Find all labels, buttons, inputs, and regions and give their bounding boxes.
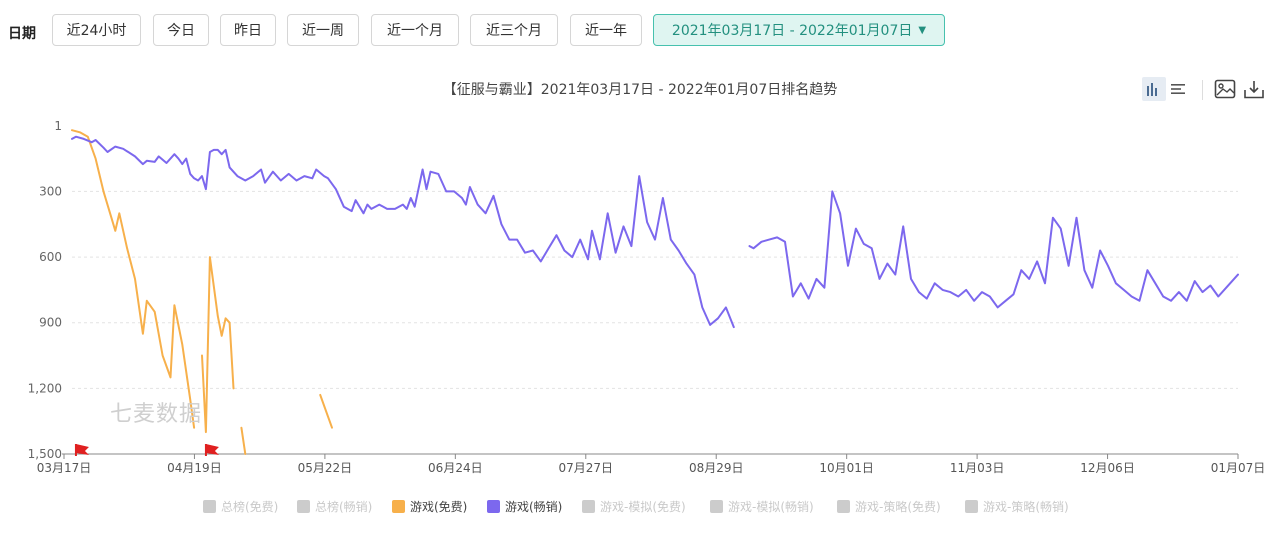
legend-swatch <box>965 500 978 513</box>
legend-swatch <box>837 500 850 513</box>
legend-label: 总榜(畅销) <box>315 500 373 514</box>
filter-last-3-months-button[interactable]: 近三个月 <box>470 14 558 46</box>
series-line <box>319 393 333 429</box>
chart-title: 【征服与霸业】2021年03月17日 - 2022年01月07日排名趋势 <box>442 82 838 98</box>
series-line <box>748 190 1239 309</box>
legend-label: 游戏(免费) <box>410 500 468 514</box>
filter-last-year-button[interactable]: 近一年 <box>570 14 642 46</box>
list-icon[interactable] <box>1166 77 1190 101</box>
flag-marker-icon <box>74 444 89 456</box>
x-tick-label: 03月17日 <box>37 461 92 475</box>
event-markers <box>74 444 219 456</box>
download-icon[interactable] <box>1242 77 1266 101</box>
legend-item[interactable]: 总榜(畅销) <box>297 498 372 515</box>
legend-item[interactable]: 游戏-模拟(免费) <box>582 498 686 515</box>
legend-label: 游戏-模拟(免费) <box>600 500 686 514</box>
legend-label: 游戏-策略(免费) <box>855 500 941 514</box>
x-tick-label: 05月22日 <box>298 461 353 475</box>
legend-item[interactable]: 总榜(免费) <box>203 498 278 515</box>
toolbar-divider <box>1202 80 1203 100</box>
legend-item[interactable]: 游戏-策略(免费) <box>837 498 941 515</box>
legend-swatch <box>710 500 723 513</box>
date-range-picker[interactable]: 2021年03月17日 - 2022年01月07日 ▼ <box>653 14 945 46</box>
filter-last-week-button[interactable]: 近一周 <box>287 14 359 46</box>
filter-today-button[interactable]: 今日 <box>153 14 209 46</box>
legend-swatch <box>582 500 595 513</box>
x-tick-label: 10月01日 <box>819 461 874 475</box>
caret-down-icon: ▼ <box>918 24 927 36</box>
x-tick-label: 12月06日 <box>1080 461 1135 475</box>
x-tick-label: 07月27日 <box>559 461 614 475</box>
flag-marker-icon <box>204 444 219 456</box>
legend-swatch <box>392 500 405 513</box>
series-line <box>201 256 235 434</box>
x-axis-ticks: 03月17日 04月19日 05月22日 06月24日 07月27日 08月29日 10月0… <box>37 454 1266 475</box>
grid-lines <box>72 190 1238 389</box>
y-tick-label: 1 <box>54 119 62 133</box>
x-tick-label: 04月19日 <box>167 461 222 475</box>
legend-label: 游戏(畅销) <box>505 500 563 514</box>
legend-item[interactable]: 游戏-策略(畅销) <box>965 498 1069 515</box>
legend-item[interactable]: 游戏(畅销) <box>487 498 562 515</box>
x-tick-label: 11月03日 <box>950 461 1005 475</box>
legend-item[interactable]: 游戏(免费) <box>392 498 467 515</box>
y-tick-label: 1,200 <box>28 381 62 395</box>
y-axis-ticks: 1 300 600 900 1,200 1,500 <box>28 119 62 461</box>
legend-label: 游戏-策略(畅销) <box>983 500 1069 514</box>
legend-item[interactable]: 游戏-模拟(畅销) <box>710 498 814 515</box>
date-filter-label: 日期 <box>8 26 36 42</box>
series-lines <box>71 129 1239 455</box>
legend-swatch <box>487 500 500 513</box>
y-tick-label: 600 <box>39 250 62 264</box>
x-tick-label: 08月29日 <box>689 461 744 475</box>
y-tick-label: 900 <box>39 316 62 330</box>
y-tick-label: 300 <box>39 184 62 198</box>
y-tick-label: 1,500 <box>28 447 62 461</box>
watermark-text: 七麦数据 <box>110 402 203 427</box>
filter-yesterday-button[interactable]: 昨日 <box>220 14 276 46</box>
bar-chart-icon[interactable] <box>1142 77 1166 101</box>
series-line <box>71 135 735 329</box>
date-filter-bar: 日期 近24小时 今日 昨日 近一周 近一个月 近三个月 近一年 2021年03… <box>0 14 1280 50</box>
series-line <box>71 129 196 429</box>
image-download-icon[interactable] <box>1213 77 1237 101</box>
legend-label: 总榜(免费) <box>221 500 279 514</box>
x-tick-label: 01月07日 <box>1211 461 1266 475</box>
legend-label: 游戏-模拟(畅销) <box>728 500 814 514</box>
date-range-value: 2021年03月17日 - 2022年01月07日 <box>671 23 913 39</box>
legend-swatch <box>203 500 216 513</box>
filter-last-month-button[interactable]: 近一个月 <box>371 14 459 46</box>
filter-last-24h-button[interactable]: 近24小时 <box>52 14 141 46</box>
chart-legend: 总榜(免费) 总榜(畅销) 游戏(免费) 游戏(畅销) 游戏-模拟(免费) 游戏-模拟(畅… <box>0 498 1280 518</box>
legend-swatch <box>297 500 310 513</box>
x-tick-label: 06月24日 <box>428 461 483 475</box>
series-line <box>240 426 247 455</box>
